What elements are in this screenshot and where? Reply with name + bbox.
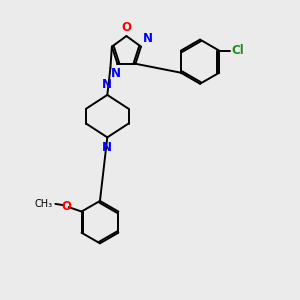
Text: N: N [111, 67, 121, 80]
Text: N: N [102, 141, 112, 154]
Text: O: O [122, 21, 131, 34]
Text: N: N [143, 32, 153, 45]
Text: N: N [102, 78, 112, 92]
Text: O: O [61, 200, 71, 213]
Text: Cl: Cl [232, 44, 244, 57]
Text: CH₃: CH₃ [35, 199, 53, 209]
